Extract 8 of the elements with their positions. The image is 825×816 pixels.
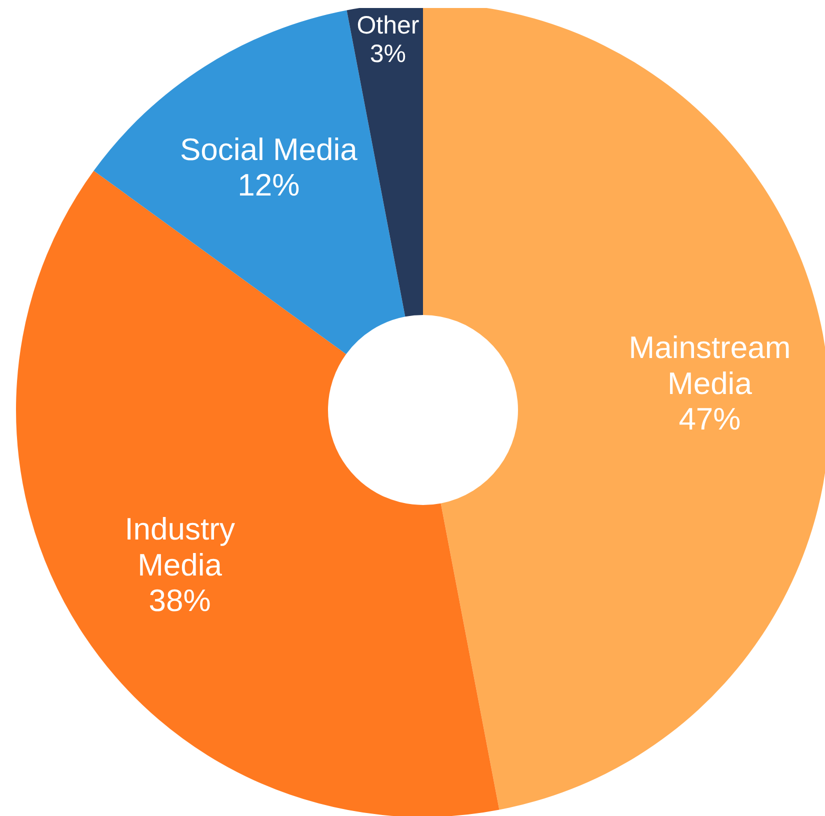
data-label: 12% — [238, 167, 300, 202]
data-label: 38% — [148, 582, 211, 618]
slice-label: Social Media — [180, 132, 358, 167]
slice-label: Mainstream Media — [628, 330, 791, 400]
slice-label: Other — [356, 11, 420, 40]
data-label: 47% — [678, 401, 741, 436]
slice-label: Industry Media — [124, 511, 236, 582]
data-label: 3% — [370, 40, 406, 68]
